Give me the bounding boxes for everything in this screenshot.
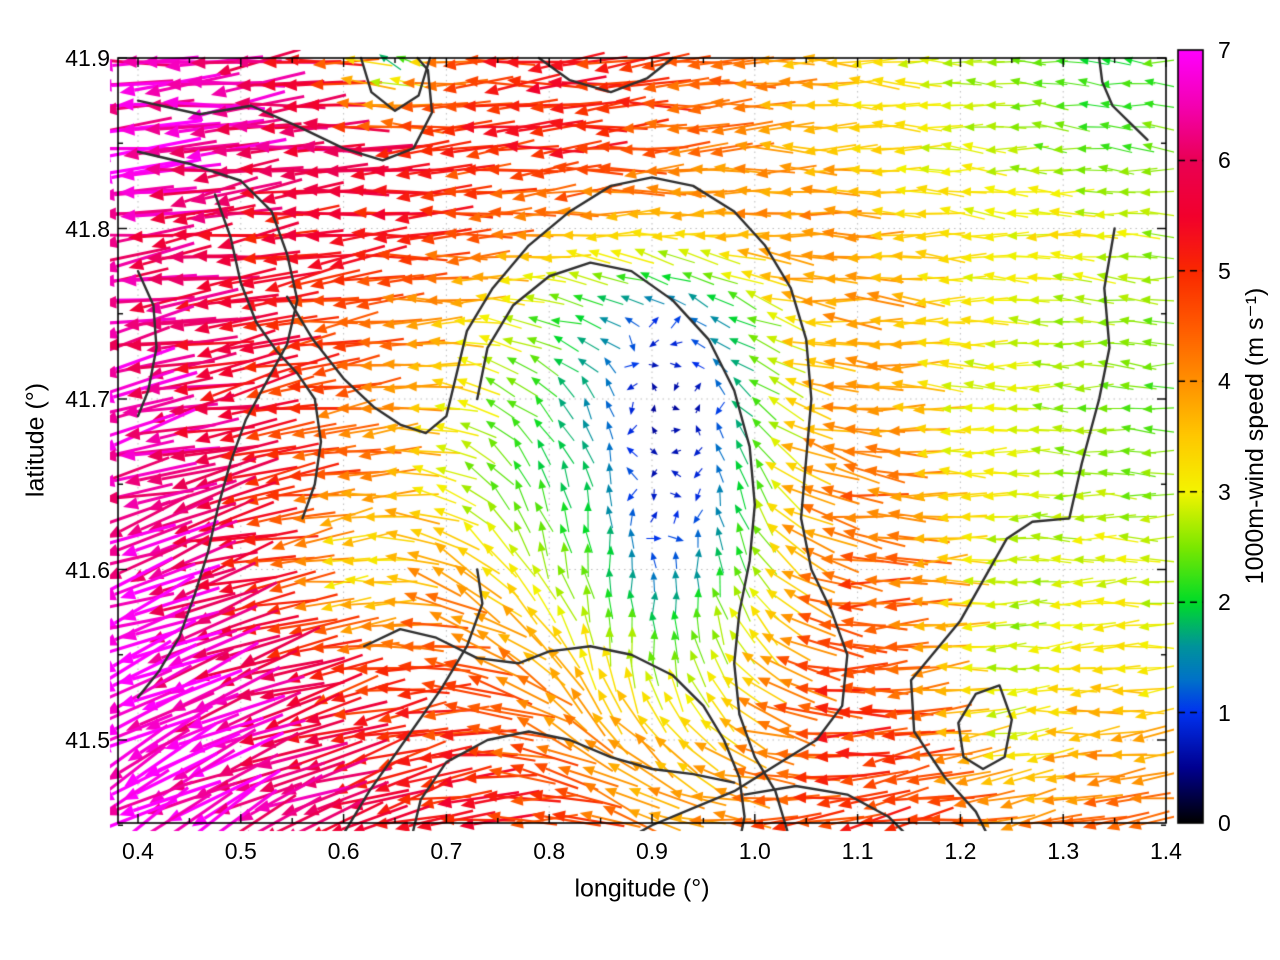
colorbar-title: 1000m-wind speed (m s⁻¹)	[1241, 287, 1269, 585]
x-tick-label: 0.5	[224, 838, 257, 864]
colorbar-tick-label: 1	[1218, 699, 1231, 726]
x-tick-label: 0.8	[533, 838, 566, 864]
x-tick-label: 1.0	[738, 838, 771, 864]
y-tick-label: 41.9	[65, 45, 110, 71]
colorbar-tick-label: 7	[1218, 37, 1231, 63]
colorbar-tick-label: 4	[1218, 368, 1231, 395]
colorbar-tick-label: 0	[1218, 810, 1231, 836]
colorbar-tick-label: 5	[1218, 257, 1231, 284]
x-tick-label: 1.4	[1150, 838, 1182, 864]
x-tick-label: 1.2	[944, 838, 977, 864]
y-tick-label: 41.8	[65, 215, 110, 242]
colorbar-tick-label: 2	[1218, 589, 1231, 616]
y-tick-label: 41.6	[65, 556, 110, 583]
x-tick-label: 1.1	[841, 838, 874, 864]
x-tick-label: 0.7	[430, 838, 463, 864]
colorbar-tick-label: 3	[1218, 478, 1231, 505]
x-axis-title: longitude (°)	[574, 874, 710, 903]
x-tick-label: 1.3	[1047, 838, 1080, 864]
x-tick-label: 0.4	[122, 838, 154, 864]
x-tick-label: 0.9	[636, 838, 668, 864]
y-tick-label: 41.7	[65, 386, 110, 412]
y-tick-label: 41.5	[65, 727, 110, 753]
x-tick-label: 0.6	[327, 838, 360, 864]
colorbar-tick-label: 6	[1218, 147, 1231, 174]
